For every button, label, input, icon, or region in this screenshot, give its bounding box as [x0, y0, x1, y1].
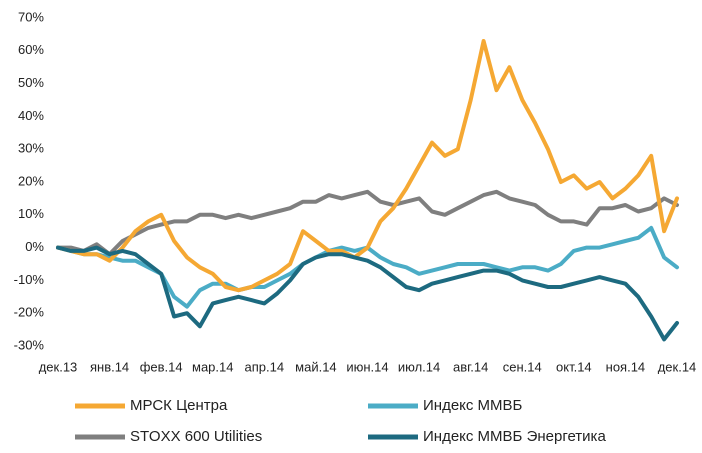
x-tick-label: фев.14	[140, 359, 183, 374]
legend-label: Индекс ММВБ	[423, 397, 523, 414]
x-tick-label: мар.14	[192, 359, 233, 374]
y-tick-label: 20%	[18, 173, 44, 188]
x-tick-label: авг.14	[453, 359, 488, 374]
y-tick-label: 70%	[18, 9, 44, 24]
y-tick-label: 60%	[18, 42, 44, 57]
x-tick-label: май.14	[295, 359, 337, 374]
legend-label: Индекс ММВБ Энергетика	[423, 428, 606, 445]
x-tick-label: янв.14	[90, 359, 129, 374]
y-tick-label: 50%	[18, 75, 44, 90]
y-tick-label: 40%	[18, 108, 44, 123]
series-line	[56, 245, 679, 342]
y-tick-label: -20%	[14, 305, 45, 320]
x-tick-label: апр.14	[245, 359, 285, 374]
series-line	[56, 39, 679, 293]
legend-label: STOXX 600 Utilities	[130, 428, 262, 445]
y-tick-label: 10%	[18, 206, 44, 221]
x-tick-label: дек.14	[658, 359, 697, 374]
x-tick-label: июн.14	[346, 359, 388, 374]
y-tick-label: 0%	[25, 239, 44, 254]
y-tick-label: -30%	[14, 337, 45, 352]
x-tick-label: дек.13	[39, 359, 78, 374]
series-line	[56, 189, 679, 257]
y-tick-label: 30%	[18, 141, 44, 156]
x-tick-label: сен.14	[503, 359, 542, 374]
legend-label: МРСК Центра	[130, 397, 228, 414]
x-tick-label: ноя.14	[606, 359, 646, 374]
y-tick-label: -10%	[14, 272, 45, 287]
x-tick-label: июл.14	[398, 359, 440, 374]
x-tick-label: окт.14	[556, 359, 592, 374]
